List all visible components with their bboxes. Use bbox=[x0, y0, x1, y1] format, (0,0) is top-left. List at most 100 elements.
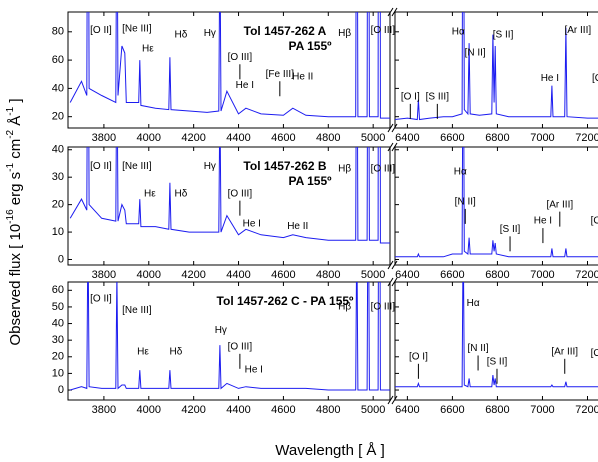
line-label: Hε bbox=[142, 43, 154, 54]
spectrum-line bbox=[69, 147, 390, 244]
line-label: Hδ bbox=[170, 346, 183, 357]
line-label: [O II] bbox=[90, 161, 112, 172]
x-tick-label: 7000 bbox=[530, 404, 554, 416]
plot-frame bbox=[67, 146, 391, 266]
line-label: Hγ bbox=[204, 161, 216, 172]
line-label: Hβ bbox=[338, 164, 351, 175]
line-label: [Fe III] bbox=[266, 69, 295, 80]
plot-frame bbox=[67, 281, 391, 401]
y-tick-label: 40 bbox=[52, 82, 64, 94]
line-label: [O III] bbox=[228, 52, 253, 63]
panel-title: Tol 1457-262 C - PA 155º bbox=[217, 294, 355, 308]
x-tick-label: 7000 bbox=[530, 132, 554, 144]
line-label: Hβ bbox=[338, 302, 351, 313]
x-tick-label: 6400 bbox=[395, 404, 419, 416]
spectrum-line bbox=[395, 147, 598, 258]
x-tick-label: 6600 bbox=[440, 269, 464, 281]
y-label-part: -1 bbox=[5, 106, 16, 115]
y-tick-label: 20 bbox=[52, 199, 64, 211]
x-tick-label: 7200 bbox=[575, 269, 598, 281]
line-label: Hγ bbox=[204, 28, 216, 39]
x-tick-label: 4000 bbox=[137, 132, 161, 144]
axis-break bbox=[391, 395, 398, 405]
x-tick-label: 3800 bbox=[92, 404, 116, 416]
x-tick-label: 5000 bbox=[361, 404, 385, 416]
axis-break bbox=[387, 260, 394, 270]
y-label-part: ] bbox=[7, 98, 24, 106]
line-label: [Ne III] bbox=[122, 305, 152, 316]
line-label: [N II] bbox=[455, 197, 476, 208]
x-tick-label: 4200 bbox=[181, 269, 205, 281]
line-label: [O II] bbox=[592, 73, 598, 84]
x-tick-label: 6600 bbox=[440, 132, 464, 144]
plot-frame bbox=[394, 146, 598, 266]
x-tick-label: 4000 bbox=[137, 404, 161, 416]
line-label: [N II] bbox=[465, 48, 486, 59]
x-tick-label: 3800 bbox=[92, 269, 116, 281]
axis-break bbox=[391, 260, 398, 270]
line-label: He II bbox=[292, 72, 313, 83]
axis-break bbox=[387, 142, 394, 152]
x-tick-label: 6800 bbox=[485, 404, 509, 416]
axis-break bbox=[391, 123, 398, 133]
line-label: [O III] bbox=[228, 341, 253, 352]
x-tick-label: 4800 bbox=[316, 132, 340, 144]
line-label: Hδ bbox=[174, 29, 187, 40]
x-tick-label: 4600 bbox=[271, 132, 295, 144]
line-label: [Ne III] bbox=[122, 161, 152, 172]
x-tick-label: 4000 bbox=[137, 269, 161, 281]
x-tick-label: 4200 bbox=[181, 404, 205, 416]
x-axis-label: Wavelength [ Å ] bbox=[275, 442, 385, 459]
x-tick-label: 4400 bbox=[226, 404, 250, 416]
x-tick-label: 4200 bbox=[181, 132, 205, 144]
x-tick-label: 6800 bbox=[485, 132, 509, 144]
spectrum-line bbox=[395, 282, 598, 388]
panel-subtitle: PA 155º bbox=[288, 39, 332, 53]
x-tick-label: 6400 bbox=[395, 269, 419, 281]
panel-title: Tol 1457-262 B bbox=[243, 159, 326, 173]
y-tick-label: 60 bbox=[52, 54, 64, 66]
y-tick-label: 30 bbox=[52, 171, 64, 183]
line-label: Hα bbox=[467, 298, 480, 309]
line-label: [O III] bbox=[371, 302, 396, 313]
line-label: He I bbox=[534, 216, 552, 227]
spectrum-line bbox=[69, 12, 390, 119]
y-label-part: -2 bbox=[5, 129, 16, 138]
line-label: [O III] bbox=[228, 188, 253, 199]
x-tick-label: 4400 bbox=[226, 269, 250, 281]
axis-break bbox=[387, 277, 394, 287]
x-tick-label: 4600 bbox=[271, 404, 295, 416]
line-label: Hδ bbox=[174, 188, 187, 199]
y-tick-label: 80 bbox=[52, 26, 64, 38]
x-tick-label: 4800 bbox=[316, 404, 340, 416]
y-tick-label: 40 bbox=[52, 144, 64, 156]
y-tick-label: 40 bbox=[52, 317, 64, 329]
line-label: Hα bbox=[452, 26, 465, 37]
line-label: He I bbox=[541, 73, 559, 84]
axis-break bbox=[391, 277, 398, 287]
line-label: [S II] bbox=[487, 356, 508, 367]
line-label: Hε bbox=[137, 346, 149, 357]
line-label: He I bbox=[245, 365, 263, 376]
axis-break bbox=[387, 123, 394, 133]
y-tick-label: 20 bbox=[52, 111, 64, 123]
line-label: [Ar III] bbox=[551, 346, 578, 357]
x-tick-label: 7000 bbox=[530, 269, 554, 281]
spectrum-line bbox=[70, 282, 390, 391]
panel-title: Tol 1457-262 A bbox=[244, 24, 327, 38]
line-label: [Ar III] bbox=[546, 199, 573, 210]
y-tick-label: 30 bbox=[52, 334, 64, 346]
x-tick-label: 4800 bbox=[316, 269, 340, 281]
axis-break bbox=[391, 142, 398, 152]
line-label: [O II] bbox=[90, 25, 112, 36]
x-tick-label: 7200 bbox=[575, 404, 598, 416]
y-axis-label: Observed flux [ 10-16 erg s-1 cm-2 Å-1 ] bbox=[5, 98, 24, 345]
spectrum-line bbox=[395, 12, 598, 121]
line-label: [Ar III] bbox=[564, 25, 591, 36]
line-label: [N II] bbox=[468, 343, 489, 354]
y-tick-label: 50 bbox=[52, 301, 64, 313]
y-tick-label: 0 bbox=[58, 384, 64, 396]
x-tick-label: 6800 bbox=[485, 269, 509, 281]
plot-frame bbox=[394, 281, 598, 401]
